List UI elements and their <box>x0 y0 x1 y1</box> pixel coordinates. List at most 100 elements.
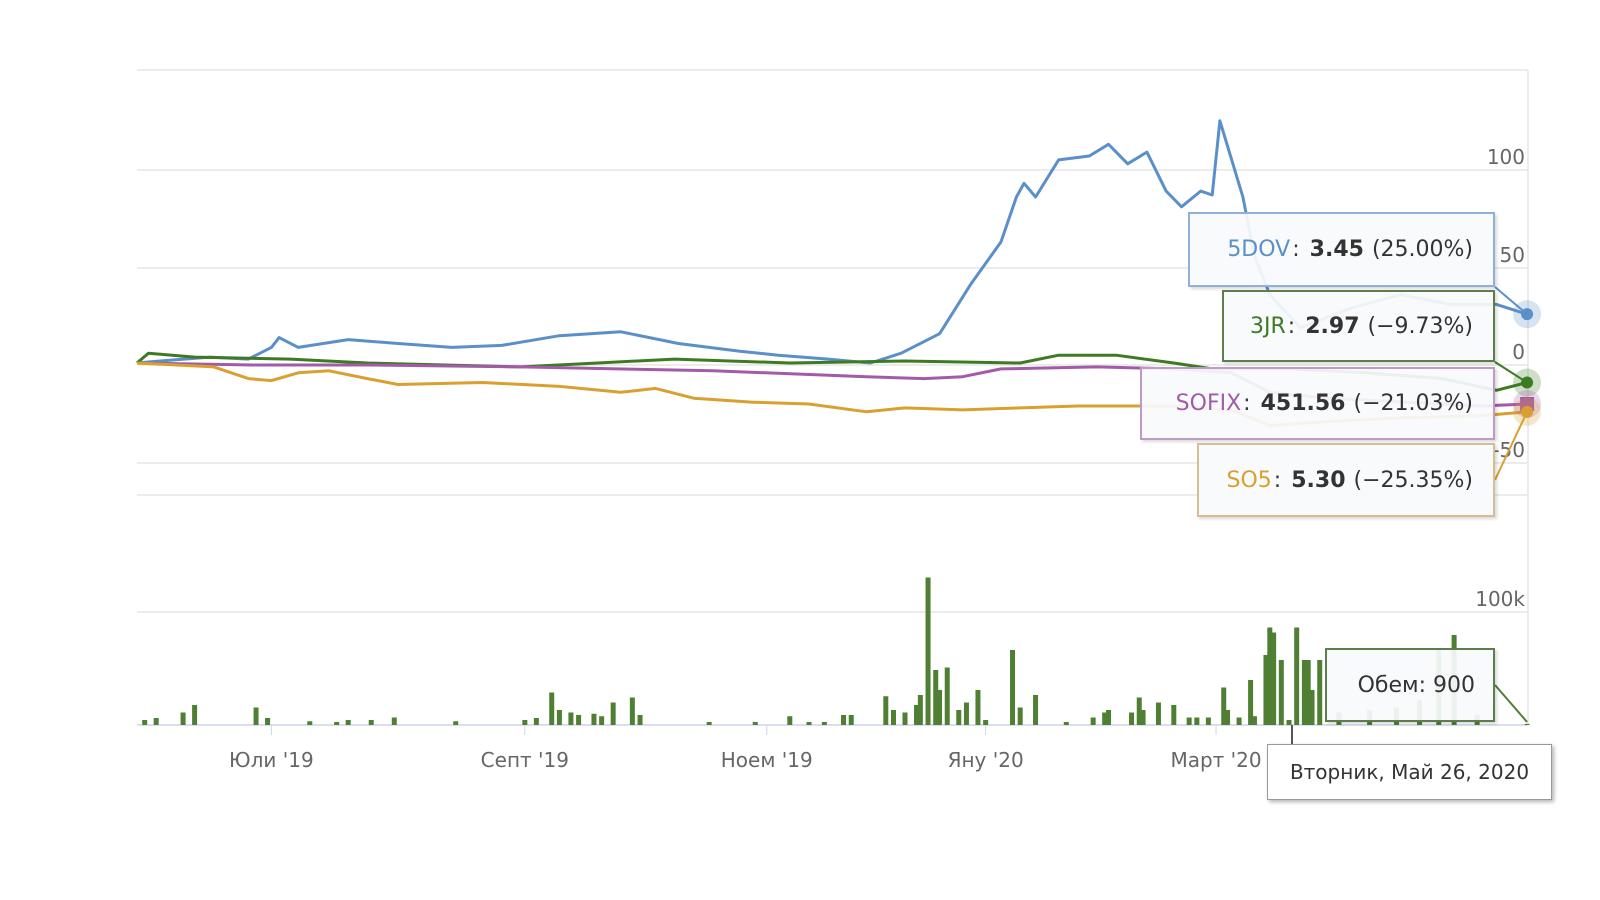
volume-bar <box>549 692 555 725</box>
volume-value: 900 <box>1433 672 1475 698</box>
volume-label: Обем: <box>1357 672 1426 698</box>
volume-bar <box>933 670 939 725</box>
tooltip-connector <box>1494 361 1528 384</box>
volume-bar <box>1248 680 1254 725</box>
volume-bar <box>806 722 812 725</box>
series-change: (−21.03%) <box>1353 391 1474 416</box>
volume-bar <box>1194 717 1200 725</box>
series-name: 3JR <box>1250 313 1286 339</box>
volume-bar <box>902 712 908 725</box>
marker-dot <box>1521 405 1534 418</box>
volume-bar <box>1136 697 1142 725</box>
series-name: SOFIX <box>1175 391 1242 416</box>
series-change: (25.00%) <box>1371 237 1473 262</box>
volume-bar <box>1140 710 1146 725</box>
volume-bar <box>522 720 528 725</box>
marker-dot <box>1521 376 1534 389</box>
series-value: 2.97 <box>1305 313 1360 339</box>
volume-bar <box>1155 702 1161 725</box>
y-tick-label: 100 <box>1487 145 1525 169</box>
volume-bar <box>556 710 562 725</box>
volume-bar <box>265 718 271 725</box>
volume-bar <box>752 722 758 725</box>
volume-bar <box>1205 717 1211 725</box>
volume-bar <box>576 715 582 725</box>
volume-bar <box>1010 650 1016 725</box>
volume-bar <box>848 715 854 725</box>
volume-bar <box>253 707 259 725</box>
volume-bar <box>917 695 923 725</box>
volume-bar <box>192 705 198 725</box>
volume-bar <box>706 722 712 725</box>
volume-bar <box>599 716 605 725</box>
volume-bar <box>983 720 989 725</box>
x-tick-label: Септ '19 <box>481 748 569 772</box>
volume-bar <box>334 722 340 725</box>
volume-bar <box>453 721 459 725</box>
volume-bar <box>1102 712 1108 725</box>
x-axis-labels: Юли '19 Септ '19 Ноем '19 Яну '20 Март '20 <box>229 725 1262 772</box>
volume-bar <box>883 696 889 725</box>
volume-bar <box>368 720 374 725</box>
volume-bar <box>391 717 397 725</box>
volume-bar <box>1286 720 1292 725</box>
volume-bars <box>142 577 1530 725</box>
tooltip-connector <box>1494 411 1528 481</box>
volume-bar <box>956 710 962 725</box>
tooltip-sofix: SOFIX:451.56 (−21.03%) <box>1140 367 1495 440</box>
volume-bar <box>914 705 920 725</box>
series-value: 451.56 <box>1260 391 1346 416</box>
volume-bar <box>629 697 635 725</box>
series-name: SO5 <box>1226 467 1272 493</box>
volume-bar <box>1309 690 1315 725</box>
volume-bar <box>1106 710 1112 725</box>
volume-bar <box>307 721 313 725</box>
volume-bar <box>568 712 574 725</box>
end-markers <box>1494 286 1542 723</box>
series-name: 5DOV <box>1227 237 1291 262</box>
volume-bar <box>1251 716 1257 725</box>
volume-bar <box>1524 723 1530 725</box>
volume-bar <box>610 702 616 725</box>
volume-bar <box>841 715 847 725</box>
volume-bar <box>637 715 643 725</box>
volume-bar <box>944 667 950 725</box>
x-tick-label: Яну '20 <box>948 748 1024 772</box>
x-tick-label: Март '20 <box>1170 748 1261 772</box>
volume-bar <box>533 718 539 725</box>
volume-bar <box>142 720 148 725</box>
volume-bar <box>153 718 159 725</box>
tooltip-date: Вторник, Май 26, 2020 <box>1267 744 1552 800</box>
volume-bar <box>925 577 931 725</box>
volume-bar <box>1033 695 1039 725</box>
volume-bar <box>1305 660 1311 725</box>
volume-bar <box>180 712 186 725</box>
tooltip-5dov: 5DOV:3.45 (25.00%) <box>1188 212 1495 287</box>
series-change: (−9.73%) <box>1367 313 1474 339</box>
volume-bar <box>1090 717 1096 725</box>
volume-bar <box>975 690 981 725</box>
volume-bar <box>1267 627 1273 725</box>
volume-bar <box>1317 660 1323 725</box>
series-value: 3.45 <box>1309 237 1364 262</box>
x-tick-label: Юли '19 <box>229 748 314 772</box>
y-tick-label: 50 <box>1500 243 1525 267</box>
volume-bar <box>1063 722 1069 725</box>
volume-bar <box>937 690 943 725</box>
volume-bar <box>1171 705 1177 725</box>
volume-bar <box>1186 717 1192 725</box>
volume-bar <box>1301 660 1307 725</box>
y-tick-label: 0 <box>1512 340 1525 364</box>
volume-bar <box>1294 627 1300 725</box>
volume-bar <box>787 716 793 725</box>
series-value: 5.30 <box>1291 467 1346 493</box>
volume-bar <box>1271 632 1277 725</box>
x-tick-label: Ноем '19 <box>721 748 813 772</box>
volume-bar <box>1263 655 1269 725</box>
tooltip-so5: SO5:5.30 (−25.35%) <box>1197 443 1495 517</box>
volume-bar <box>890 710 896 725</box>
volume-bar <box>345 720 351 725</box>
volume-bar <box>1236 717 1242 725</box>
volume-bar <box>1221 687 1227 725</box>
volume-bar <box>591 713 597 725</box>
